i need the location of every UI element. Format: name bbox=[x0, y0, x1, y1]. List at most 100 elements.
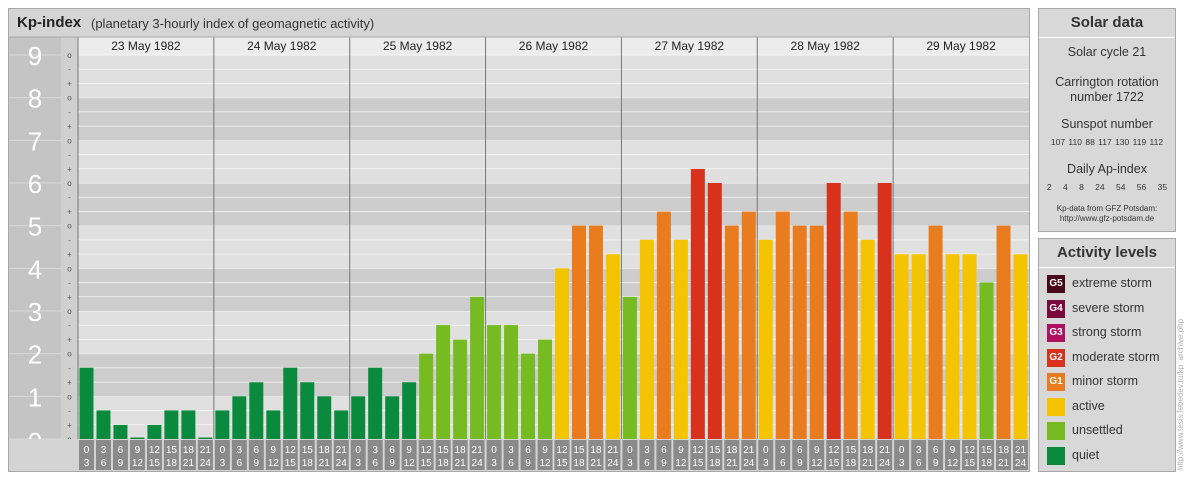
kp-bar bbox=[877, 183, 892, 439]
x-tick-label: 21 bbox=[998, 458, 1010, 469]
x-tick-label: 3 bbox=[916, 445, 922, 456]
kp-bar bbox=[979, 282, 994, 439]
x-tick-box bbox=[979, 440, 995, 470]
kp-bar bbox=[707, 183, 722, 439]
x-tick-box bbox=[741, 440, 757, 470]
y-subtick-label: + bbox=[67, 421, 72, 430]
day-label: 29 May 1982 bbox=[926, 39, 996, 53]
y-subtick-label: - bbox=[68, 321, 71, 330]
kp-bar bbox=[911, 254, 926, 439]
x-tick-label: 0 bbox=[355, 445, 361, 456]
kp-bar bbox=[130, 437, 145, 439]
x-tick-label: 21 bbox=[200, 445, 212, 456]
y-subtick-label: - bbox=[68, 236, 71, 245]
y-subtick-label: o bbox=[67, 136, 72, 145]
x-tick-label: 15 bbox=[573, 445, 585, 456]
x-tick-box bbox=[333, 440, 349, 470]
x-tick-label: 24 bbox=[1015, 458, 1027, 469]
chart-title: Kp-index bbox=[17, 14, 82, 31]
x-tick-box bbox=[95, 440, 111, 470]
x-tick-label: 9 bbox=[254, 458, 260, 469]
x-tick-box bbox=[605, 440, 621, 470]
sunspot-values: 107 110 88 117 130 119 112 bbox=[1050, 137, 1164, 147]
x-tick-box bbox=[962, 440, 978, 470]
x-tick-label: 15 bbox=[166, 445, 178, 456]
x-tick-label: 6 bbox=[254, 445, 260, 456]
kp-bar bbox=[181, 410, 196, 439]
activity-level-swatch bbox=[1047, 422, 1065, 440]
x-tick-label: 9 bbox=[950, 445, 956, 456]
y-tick-label: 1 bbox=[28, 382, 42, 412]
x-tick-box bbox=[197, 440, 213, 470]
y-subtick-label: o bbox=[67, 51, 72, 60]
x-tick-box bbox=[1013, 440, 1028, 470]
x-tick-label: 9 bbox=[678, 445, 684, 456]
day-label: 25 May 1982 bbox=[383, 39, 453, 53]
x-tick-label: 15 bbox=[556, 458, 568, 469]
activity-level-swatch bbox=[1047, 446, 1065, 465]
kp-bar bbox=[215, 410, 230, 439]
x-tick-box bbox=[707, 440, 723, 470]
y-tick-label: 6 bbox=[28, 169, 42, 199]
x-tick-label: 15 bbox=[285, 458, 297, 469]
x-tick-box bbox=[809, 440, 825, 470]
x-tick-box bbox=[418, 440, 434, 470]
x-tick-box bbox=[673, 440, 689, 470]
y-tick-label: 4 bbox=[28, 254, 42, 284]
ap-index-title: Daily Ap-index bbox=[1067, 162, 1147, 176]
x-tick-label: 0 bbox=[220, 445, 226, 456]
x-tick-box bbox=[537, 440, 553, 470]
solar-cycle: Solar cycle 21 bbox=[1067, 45, 1147, 59]
kp-bar bbox=[673, 239, 688, 439]
kp-bar bbox=[656, 211, 671, 439]
x-tick-label: 12 bbox=[556, 445, 568, 456]
kp-bar bbox=[809, 225, 824, 439]
activity-level-swatch: G3 bbox=[1047, 324, 1065, 342]
x-tick-label: 0 bbox=[763, 445, 769, 456]
x-tick-label: 3 bbox=[508, 445, 514, 456]
x-tick-label: 12 bbox=[675, 458, 687, 469]
x-tick-label: 6 bbox=[237, 458, 243, 469]
kp-bar bbox=[945, 254, 960, 439]
x-tick-label: 15 bbox=[302, 445, 314, 456]
x-tick-label: 21 bbox=[726, 458, 738, 469]
watermark: http://www.tesis.lebedev.ru/kp_archive.p… bbox=[1176, 318, 1184, 470]
x-tick-box bbox=[486, 440, 502, 470]
x-tick-box bbox=[792, 440, 808, 470]
kp-bar bbox=[351, 396, 366, 439]
activity-level-label: active bbox=[1072, 398, 1105, 413]
x-tick-label: 3 bbox=[237, 445, 243, 456]
x-tick-label: 6 bbox=[933, 445, 939, 456]
y-subtick-label: + bbox=[67, 378, 72, 387]
x-tick-label: 9 bbox=[933, 458, 939, 469]
x-tick-label: 15 bbox=[828, 458, 840, 469]
kp-bar bbox=[266, 410, 281, 439]
x-tick-box bbox=[367, 440, 383, 470]
x-tick-label: 0 bbox=[84, 445, 90, 456]
kp-bar bbox=[588, 225, 603, 439]
source-link[interactable]: http://www.gfz-potsdam.de bbox=[1059, 214, 1155, 223]
x-tick-box bbox=[775, 440, 791, 470]
kp-bar bbox=[385, 396, 400, 439]
chart-subtitle: (planetary 3-hourly index of geomagnetic… bbox=[91, 16, 375, 31]
activity-level-item: quiet bbox=[1047, 446, 1173, 467]
x-tick-box bbox=[112, 440, 128, 470]
activity-level-label: quiet bbox=[1072, 447, 1100, 462]
kp-bar bbox=[96, 410, 111, 439]
x-tick-label: 12 bbox=[947, 458, 959, 469]
activity-level-item: G1 minor storm bbox=[1047, 373, 1173, 393]
kp-bar bbox=[249, 382, 264, 439]
x-tick-label: 18 bbox=[981, 458, 993, 469]
kp-bar bbox=[622, 296, 637, 439]
x-tick-label: 15 bbox=[981, 445, 993, 456]
y-subtick-label: - bbox=[68, 65, 71, 74]
y-subtick-label: o bbox=[67, 392, 72, 401]
x-tick-box bbox=[231, 440, 247, 470]
y-subtick-label: + bbox=[67, 79, 72, 88]
x-tick-label: 6 bbox=[101, 458, 107, 469]
x-tick-box bbox=[384, 440, 400, 470]
x-tick-box bbox=[503, 440, 519, 470]
x-tick-label: 9 bbox=[525, 458, 531, 469]
x-tick-box bbox=[452, 440, 468, 470]
kp-bar bbox=[571, 225, 586, 439]
